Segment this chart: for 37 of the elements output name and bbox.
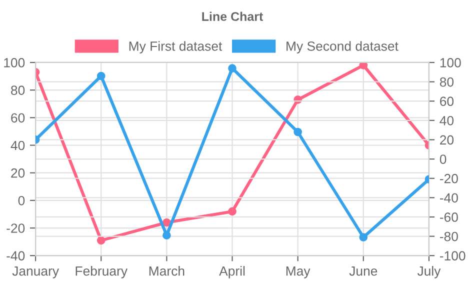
y2-tick-label: 60: [440, 96, 454, 106]
y-tick-label: -20: [6, 224, 25, 233]
x-tick-label: February: [76, 266, 128, 278]
x-tick-label: April: [219, 266, 245, 278]
y2-tick-label: -40: [440, 193, 458, 203]
y2-tick-label: 20: [440, 135, 454, 145]
y-tick-label: 80: [11, 86, 25, 95]
point: [294, 128, 302, 136]
y-tick-label: 20: [11, 168, 25, 178]
x-tick-label: June: [349, 266, 378, 276]
y2-tick-label: 0: [440, 154, 446, 164]
y-tick-label: 40: [10, 140, 25, 150]
y2-tick-label: 80: [440, 77, 454, 87]
y-tick-label: 60: [11, 113, 25, 123]
y2-tick-label: -60: [440, 212, 458, 222]
point: [228, 64, 236, 72]
point: [96, 236, 106, 245]
y2-tick-label: -20: [440, 174, 458, 184]
legend-label: My Second dataset: [286, 41, 398, 54]
point: [228, 207, 236, 216]
y2-tick-label: -80: [440, 232, 458, 242]
y-tick-label: 0: [18, 196, 25, 206]
y-tick-label: -40: [6, 251, 25, 261]
y2-tick-label: 40: [440, 116, 454, 126]
point: [96, 72, 106, 80]
point: [359, 233, 368, 242]
point: [162, 231, 171, 240]
x-tick-label: July: [417, 266, 441, 278]
x-tick-label: January: [12, 266, 59, 278]
x-tick-label: May: [286, 266, 310, 278]
point: [359, 62, 368, 70]
y-tick-label: 100: [4, 58, 25, 68]
y2-tick-label: -100: [440, 251, 466, 261]
chart-title: Line Chart: [202, 12, 264, 21]
legend-label: My First dataset: [129, 41, 222, 54]
x-tick-label: March: [149, 266, 184, 276]
y2-tick-label: 100: [440, 58, 461, 68]
